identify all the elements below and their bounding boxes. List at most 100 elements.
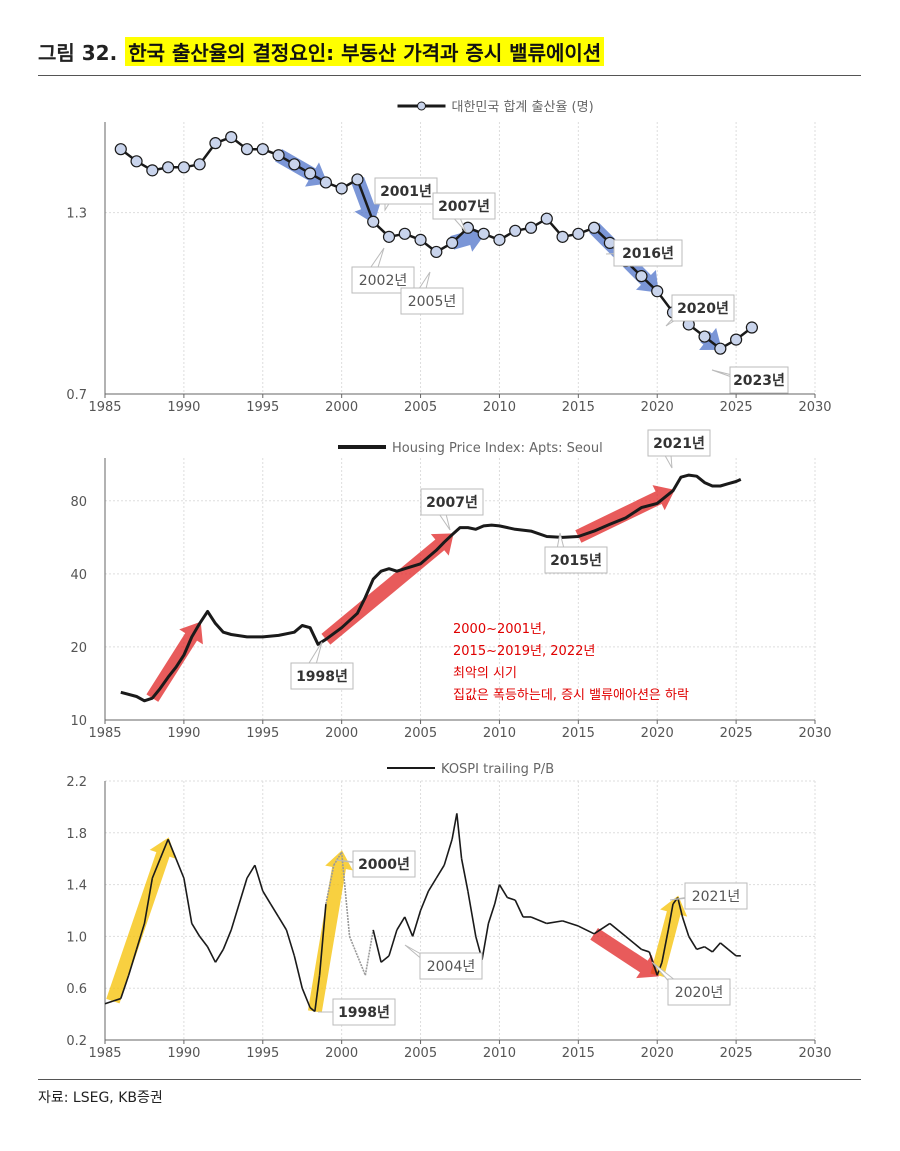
series-segment [727, 948, 737, 957]
series-segment [460, 858, 469, 892]
callout-label: 2007년 [426, 495, 478, 511]
series-segment [681, 916, 690, 937]
series-segment [333, 851, 343, 866]
data-point [162, 161, 175, 174]
callout-box [667, 978, 731, 1006]
data-point [572, 227, 585, 240]
series-segment [435, 864, 445, 879]
data-point [304, 167, 317, 180]
x-tick-label: 2025 [720, 400, 753, 415]
note-line: 최악의 시기 [453, 666, 517, 681]
data-point [193, 158, 206, 171]
data-point [509, 224, 522, 237]
callout-label: 2016년 [622, 246, 674, 262]
chart-panel-1: 1985 1990 1995 2000 2005 2010 2015 2020 2025 2030… [66, 100, 831, 415]
callout-label: 2005년 [408, 294, 457, 310]
series-segment [269, 903, 280, 918]
series-segment [104, 1000, 114, 1005]
top-rule [38, 75, 861, 76]
series-segment [364, 929, 375, 976]
series-segment [230, 903, 240, 931]
x-tick-label: 1990 [167, 400, 200, 415]
series-segment [325, 865, 335, 905]
data-point [714, 342, 727, 355]
callout-box [400, 287, 464, 315]
series-segment [314, 975, 321, 1012]
callout-label: 2021년 [692, 889, 741, 905]
rise-arrow-shape [575, 485, 675, 543]
data-point [209, 137, 222, 150]
note-line: 집값은 폭등하는데, 증시 밸류애아션은 하락 [453, 688, 689, 703]
figure-header: 그림 32. 한국 출산율의 결정요인: 부동산 가격과 증시 밸류에이션 [38, 34, 605, 68]
callout-box [684, 882, 748, 910]
data-point [493, 233, 506, 246]
data-point [130, 155, 143, 168]
series-segment [285, 929, 296, 957]
data-point [540, 212, 553, 225]
x-tick-label: 2015 [562, 1046, 595, 1061]
data-point [524, 221, 538, 234]
x-tick-label: 2025 [720, 1046, 753, 1061]
series-segment [348, 936, 359, 957]
data-point [446, 236, 459, 249]
callout-box [420, 488, 484, 516]
note-line: 2015~2019년, 2022년 [453, 644, 595, 659]
x-tick-label: 2020 [641, 400, 674, 415]
y-tick-label: 2.2 [66, 775, 87, 790]
x-tick-label: 1990 [167, 1046, 200, 1061]
callout-label: 2001년 [380, 184, 432, 200]
series-segment [481, 923, 490, 960]
chart-panel-2: 1985 1990 1995 2000 2005 2010 2015 2020 2025 2030… [70, 429, 832, 741]
rise-arrow-shape [106, 837, 177, 1004]
callout-label: 2007년 [438, 199, 490, 215]
series-segment [262, 890, 272, 905]
callout-box [290, 662, 354, 690]
callout-label: 2023년 [733, 373, 785, 389]
series-segment [487, 903, 496, 924]
callout-box [647, 429, 711, 457]
callout-label: 2000년 [358, 857, 410, 873]
series-segment [577, 925, 595, 935]
data-point [477, 227, 490, 240]
series-segment [404, 916, 414, 937]
data-point [430, 245, 443, 259]
x-tick-label: 2010 [483, 1046, 516, 1061]
x-tick-label: 2030 [798, 1046, 831, 1061]
callout-box [729, 366, 789, 394]
series-segment [318, 903, 327, 976]
callout-box [352, 850, 416, 878]
series-segment [277, 916, 288, 931]
data-point [256, 143, 269, 156]
series-segment [191, 923, 201, 937]
data-point [414, 233, 427, 246]
series-segment [456, 813, 463, 859]
series-segment [661, 929, 670, 963]
legend-label: Housing Price Index: Apts: Seoul [392, 441, 603, 456]
callout-label: 2021년 [653, 436, 705, 452]
y-tick-label: 20 [70, 641, 87, 656]
y-tick-label: 10 [70, 714, 87, 729]
figure-title: 한국 출산율의 결정요인: 부동산 가격과 증시 밸류에이션 [125, 36, 605, 66]
series-segment [254, 864, 264, 892]
x-tick-label: 1985 [88, 726, 121, 741]
data-point [240, 143, 254, 156]
series-segment [676, 897, 684, 918]
series-segment [562, 920, 579, 927]
x-tick-label: 2000 [325, 400, 358, 415]
series-segment [530, 916, 548, 925]
rise-arrow-shape [146, 621, 203, 702]
data-point [319, 176, 332, 189]
data-point [398, 227, 411, 240]
series-segment [625, 935, 642, 950]
callout-box [374, 177, 438, 205]
callout-label: 2004년 [427, 959, 476, 975]
series-segment [498, 884, 509, 898]
callout-box [332, 998, 396, 1026]
series-line [120, 473, 742, 703]
fall-arrow-shape [590, 927, 659, 979]
bottom-rule [38, 1079, 861, 1080]
data-point [335, 182, 348, 195]
callout-label: 1998년 [296, 669, 348, 685]
series-segment [427, 877, 438, 892]
